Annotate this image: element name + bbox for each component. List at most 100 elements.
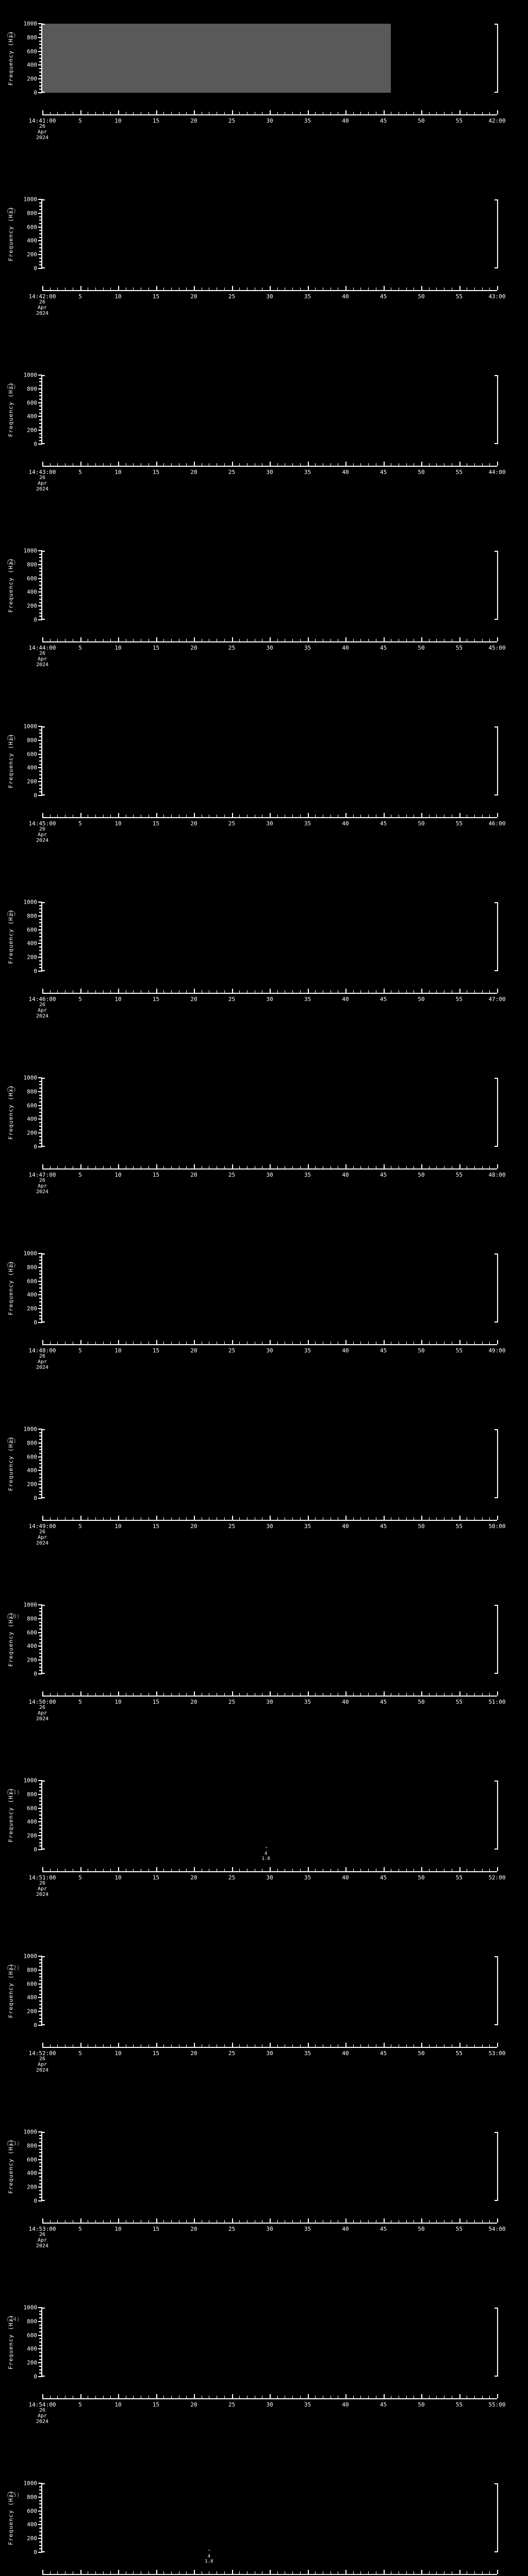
x-axis-minor-tick xyxy=(171,2044,172,2047)
plot-area[interactable]: 0 200 400 600 800 1000 xyxy=(24,723,498,799)
y-axis-major-tick xyxy=(38,578,42,579)
y-axis-minor-tick xyxy=(39,2514,42,2515)
plot-area[interactable]: 0 200 400 600 800 1000 xyxy=(24,372,498,448)
x-axis-date-label: 26 Apr 2024 xyxy=(36,2056,48,2073)
x-axis-major-tick xyxy=(421,813,422,817)
spectrogram-panel: (7) Frequency (Hz) 0 200 400 600 800 1000 14:47:… xyxy=(0,1054,528,1230)
spectrogram-panel: (5) Frequency (Hz) 0 200 400 600 800 1000 14:45:… xyxy=(0,703,528,878)
plot-area[interactable]: 0 200 400 600 800 1000 xyxy=(24,21,498,96)
x-axis-major-tick xyxy=(459,1164,460,1168)
x-axis-minor-tick xyxy=(133,287,134,290)
axis-corner-cap xyxy=(494,2308,498,2309)
x-axis-minor-tick xyxy=(482,2571,483,2574)
x-axis-minor-tick xyxy=(50,463,51,466)
plot-area[interactable]: 0 200 400 600 800 1000 xyxy=(24,1426,498,1502)
y-axis-minor-tick xyxy=(39,733,42,734)
y-axis-major-tick xyxy=(38,1793,42,1795)
x-axis-minor-tick xyxy=(246,1869,248,1871)
plot-area[interactable]: 0 200 400 600 800 1000 4 1.8 xyxy=(24,1777,498,1861)
date-line: Apr xyxy=(37,1710,47,1716)
y-axis-minor-tick xyxy=(39,1446,42,1447)
plot-area[interactable]: 0 200 400 600 800 1000 xyxy=(24,2304,498,2380)
y-axis-minor-tick xyxy=(39,75,42,76)
x-axis-minor-tick xyxy=(50,2044,51,2047)
phase-pick-marker[interactable] xyxy=(265,1847,268,1849)
plot-area[interactable]: 0 200 400 600 800 1000 xyxy=(24,1953,498,2029)
x-axis-minor-tick xyxy=(315,2571,316,2574)
y-axis-minor-tick xyxy=(39,553,42,555)
x-axis-minor-tick xyxy=(368,1517,369,1520)
x-axis-line xyxy=(42,290,497,291)
y-axis-major-tick xyxy=(38,430,42,431)
x-axis-start-time-label: 14:46:00 xyxy=(28,996,56,1003)
axis-corner-cap xyxy=(41,1429,45,1430)
plot-area[interactable]: 0 200 400 600 800 1000 xyxy=(24,196,498,272)
phase-pick-marker[interactable] xyxy=(208,2550,211,2551)
y-axis-minor-tick xyxy=(39,2372,42,2374)
y-axis-minor-tick xyxy=(39,784,42,786)
x-axis-minor-tick xyxy=(186,1869,187,1871)
y-axis-minor-tick xyxy=(39,216,42,217)
x-axis-minor-tick xyxy=(428,1869,430,1871)
y-axis-major-tick xyxy=(38,1673,42,1674)
x-axis-line xyxy=(42,1168,497,1170)
x-axis-minor-tick xyxy=(474,1166,475,1168)
date-line: Apr xyxy=(37,1535,47,1540)
x-axis-minor-tick xyxy=(474,1342,475,1344)
x-axis-minor-tick xyxy=(482,990,483,993)
plot-area[interactable]: 0 200 400 600 800 1000 4 1.8 xyxy=(24,2480,498,2564)
y-axis-minor-tick xyxy=(39,2531,42,2532)
plot-area[interactable]: 0 200 400 600 800 1000 xyxy=(24,548,498,623)
x-axis-major-tick xyxy=(156,2570,157,2574)
y-axis-minor-tick xyxy=(39,1607,42,1609)
x-axis-start-time-label: 14:52:00 xyxy=(28,2050,56,2057)
x-axis-minor-tick xyxy=(360,1869,361,1871)
plot-area[interactable]: 0 200 400 600 800 1000 xyxy=(24,1250,498,1326)
plot-area[interactable]: 0 200 400 600 800 1000 xyxy=(24,1075,498,1150)
x-axis-minor-tick xyxy=(133,2396,134,2398)
y-axis-tick-label: 400 xyxy=(27,237,37,244)
y-axis-minor-tick xyxy=(39,1284,42,1285)
y-axis-minor-tick xyxy=(39,1274,42,1275)
x-axis-major-tick xyxy=(232,1164,233,1168)
y-axis-minor-tick xyxy=(39,1790,42,1792)
x-axis-minor-tick xyxy=(224,287,225,290)
y-axis-minor-tick xyxy=(39,2345,42,2346)
y-axis-major-tick xyxy=(38,1956,42,1957)
x-axis-tick-label: 20 xyxy=(190,1347,197,1354)
plot-area[interactable]: 0 200 400 600 800 1000 xyxy=(24,899,498,975)
x-axis-tick-label: 45 xyxy=(380,996,387,1003)
x-axis-minor-tick xyxy=(474,2220,475,2223)
spectrogram-panel: (8) Frequency (Hz) 0 200 400 600 800 1000 14:48:… xyxy=(0,1230,528,1405)
x-axis-tick-label: 35 xyxy=(304,1172,311,1178)
x-axis-major-tick xyxy=(345,989,346,993)
plot-area[interactable]: 0 200 400 600 800 1000 xyxy=(24,2129,498,2205)
date-line: 2024 xyxy=(36,1013,49,1019)
y-axis-minor-tick xyxy=(39,2369,42,2370)
date-line: 2024 xyxy=(36,1716,49,1722)
x-axis-minor-tick xyxy=(171,112,172,114)
y-axis-tick-label: 0 xyxy=(34,2022,37,2029)
x-axis-minor-tick xyxy=(368,990,369,993)
x-axis-major-tick xyxy=(156,813,157,817)
y-axis-minor-tick xyxy=(39,743,42,744)
date-line: 26 xyxy=(39,124,46,129)
y-axis-minor-tick xyxy=(39,1494,42,1496)
x-axis-major-tick xyxy=(232,989,233,993)
x-axis-minor-tick xyxy=(95,112,96,114)
x-axis-minor-tick xyxy=(368,2220,369,2223)
x-axis-minor-tick xyxy=(277,1517,278,1520)
x-axis-minor-tick xyxy=(133,990,134,993)
x-axis-tick-label: 30 xyxy=(266,293,273,300)
x-axis-minor-tick xyxy=(406,1869,407,1871)
x-axis-minor-tick xyxy=(315,2044,316,2047)
x-axis-minor-tick xyxy=(224,1693,225,1696)
plot-area[interactable]: 0 200 400 600 800 1000 xyxy=(24,1602,498,1677)
y-axis-minor-tick xyxy=(39,2520,42,2522)
x-axis-line xyxy=(42,114,497,115)
x-axis-major-tick xyxy=(459,2394,460,2398)
x-axis-minor-tick xyxy=(239,112,240,114)
axis-corner-cap xyxy=(41,2376,45,2377)
x-axis-minor-tick xyxy=(110,287,111,290)
date-line: 26 xyxy=(39,1880,46,1886)
